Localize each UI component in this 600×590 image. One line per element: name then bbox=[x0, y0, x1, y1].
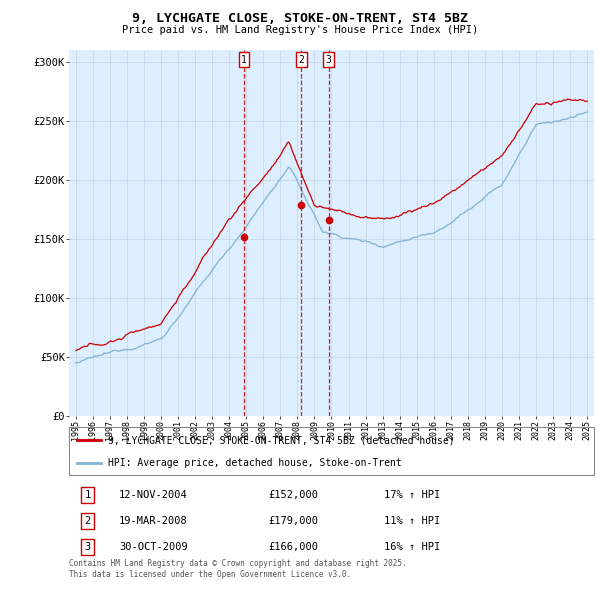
Text: 3: 3 bbox=[326, 55, 332, 64]
Text: £152,000: £152,000 bbox=[269, 490, 319, 500]
Text: 9, LYCHGATE CLOSE, STOKE-ON-TRENT, ST4 5BZ: 9, LYCHGATE CLOSE, STOKE-ON-TRENT, ST4 5… bbox=[132, 12, 468, 25]
Text: 2: 2 bbox=[84, 516, 91, 526]
Text: 2: 2 bbox=[298, 55, 304, 64]
Text: 1: 1 bbox=[241, 55, 247, 64]
Text: Contains HM Land Registry data © Crown copyright and database right 2025.
This d: Contains HM Land Registry data © Crown c… bbox=[69, 559, 407, 579]
Text: 12-NOV-2004: 12-NOV-2004 bbox=[119, 490, 188, 500]
Text: 3: 3 bbox=[84, 542, 91, 552]
Text: 17% ↑ HPI: 17% ↑ HPI bbox=[384, 490, 440, 500]
Text: 30-OCT-2009: 30-OCT-2009 bbox=[119, 542, 188, 552]
Text: 19-MAR-2008: 19-MAR-2008 bbox=[119, 516, 188, 526]
Text: £179,000: £179,000 bbox=[269, 516, 319, 526]
Text: Price paid vs. HM Land Registry's House Price Index (HPI): Price paid vs. HM Land Registry's House … bbox=[122, 25, 478, 35]
Text: 1: 1 bbox=[84, 490, 91, 500]
Text: 9, LYCHGATE CLOSE, STOKE-ON-TRENT, ST4 5BZ (detached house): 9, LYCHGATE CLOSE, STOKE-ON-TRENT, ST4 5… bbox=[109, 435, 455, 445]
Text: 11% ↑ HPI: 11% ↑ HPI bbox=[384, 516, 440, 526]
Text: £166,000: £166,000 bbox=[269, 542, 319, 552]
Text: 16% ↑ HPI: 16% ↑ HPI bbox=[384, 542, 440, 552]
Text: HPI: Average price, detached house, Stoke-on-Trent: HPI: Average price, detached house, Stok… bbox=[109, 458, 402, 468]
